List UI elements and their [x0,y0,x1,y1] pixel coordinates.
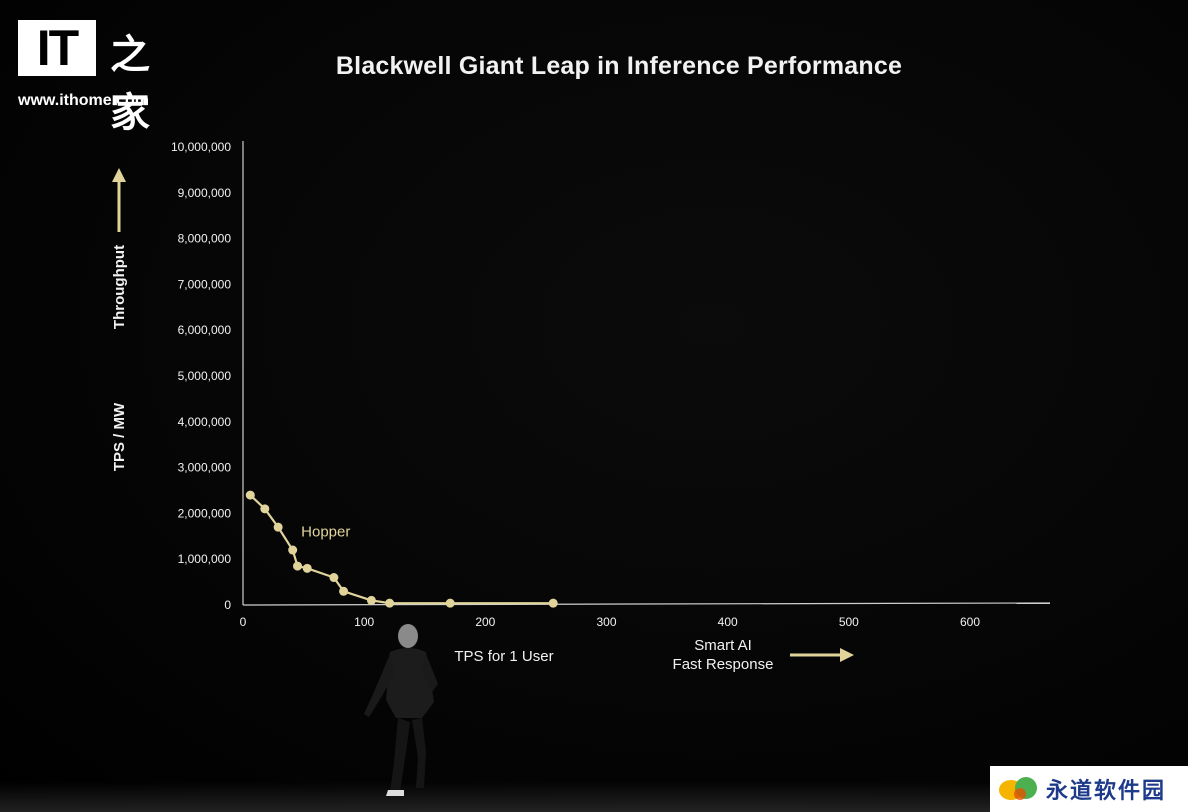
slide-title: Blackwell Giant Leap in Inference Perfor… [335,52,903,80]
y-tick-label: 6,000,000 [178,323,232,337]
y-arrow-head-icon [112,168,126,182]
y-tick-label: 9,000,000 [178,186,232,200]
data-point [260,504,270,514]
x-axis-label: TPS for 1 User [454,648,553,665]
x-axis-line [242,602,1051,606]
x-tick-label: 400 [718,615,738,629]
y-tick-label: 3,000,000 [178,461,232,475]
x-annotation-line1: Smart AI [694,637,752,654]
watermark-badge: 永道软件园 [990,766,1188,812]
y-tick-label: 1,000,000 [178,552,232,566]
logo-it-mark: IT [18,20,96,76]
x-tick-label: 100 [354,615,374,629]
watermark-logo-icon [998,774,1040,804]
data-point [329,573,339,583]
data-point [293,561,303,571]
y-tick-label: 10,000,000 [171,140,231,154]
data-point [339,586,349,596]
data-point [273,522,283,532]
data-point [548,598,558,608]
watermark-text: 永道软件园 [1046,779,1167,804]
y-tick-label: 4,000,000 [178,415,232,429]
y-tick-label: 2,000,000 [178,506,232,520]
y-axis-label-tps-mw: TPS / MW [111,402,128,471]
x-tick-label: 300 [596,615,616,629]
presenter-figure [364,624,438,796]
y-tick-label: 8,000,000 [178,232,232,246]
x-tick-label: 0 [240,615,247,629]
y-tick-label: 0 [224,598,231,612]
x-tick-label: 600 [960,615,980,629]
x-annotation-line2: Fast Response [673,656,774,673]
logo-url: www.ithome.com [18,92,149,109]
logo-cn-mark: 之家 [110,31,150,136]
x-tick-label: 500 [839,615,859,629]
x-tick-label: 200 [475,615,495,629]
data-point [366,595,376,605]
data-point [302,563,312,573]
y-axis-label-throughput: Throughput [111,245,128,329]
data-point [445,598,455,608]
y-tick-label: 5,000,000 [178,369,232,383]
y-tick-label: 7,000,000 [178,277,232,291]
data-point [245,490,255,500]
data-point [288,545,298,555]
ithome-logo: IT 之家 www.ithome.com [18,20,188,136]
series-label-hopper: Hopper [301,523,350,540]
x-arrow-head-icon [840,648,854,662]
data-point [385,598,395,608]
